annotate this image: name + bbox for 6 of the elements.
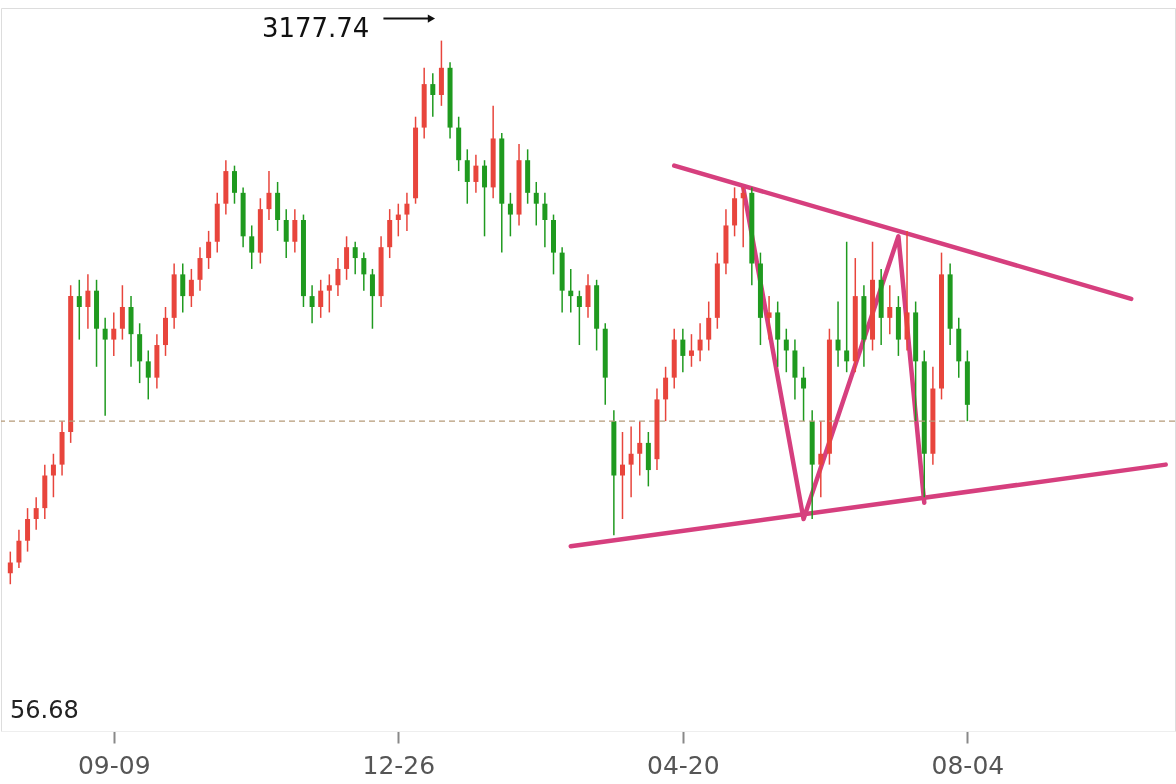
x-tick-label: 12-26 [362, 750, 436, 780]
text: 56.68 [10, 696, 79, 724]
x-tick-label: 04-20 [647, 750, 720, 780]
annotation: 3177.74 [261, 12, 370, 43]
x-tick-label: 08-04 [931, 750, 1005, 780]
x-tick-label: 09-09 [77, 750, 151, 780]
